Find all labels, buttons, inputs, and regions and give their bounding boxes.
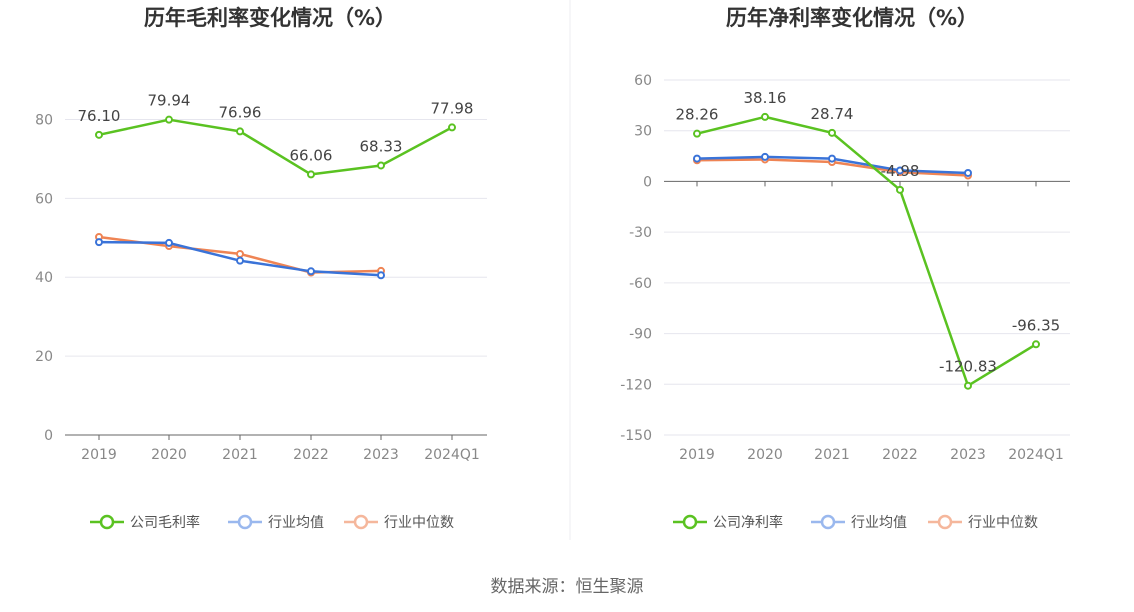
- data-point: [896, 166, 904, 175]
- y-tick-label: 20: [35, 349, 53, 365]
- data-label: -4.98: [881, 162, 920, 180]
- y-tick-label: -90: [629, 327, 652, 343]
- data-point: [377, 271, 385, 280]
- data-point: [377, 161, 385, 170]
- y-tick-label: 0: [643, 174, 652, 190]
- data-point: [307, 267, 315, 276]
- legend-marker: [682, 514, 698, 530]
- legend-marker: [99, 514, 115, 530]
- x-tick-label: 2023: [363, 447, 399, 463]
- y-tick-label: 60: [35, 191, 53, 207]
- x-tick-label: 2020: [747, 447, 783, 463]
- gross-margin-chart: 历年毛利率变化情况（%） 0 20 40 60 80 2019 2020 2021 2022 202…: [35, 6, 487, 531]
- data-label: -96.35: [1012, 316, 1060, 334]
- data-point: [828, 128, 836, 137]
- x-tick-label: 2024Q1: [1008, 447, 1064, 463]
- data-point: [761, 112, 769, 121]
- x-tick-label: 2019: [81, 447, 117, 463]
- x-tick-label: 2020: [151, 447, 187, 463]
- x-tick-label: 2022: [882, 447, 918, 463]
- data-label: 77.98: [431, 99, 474, 117]
- x-tick-label: 2024Q1: [424, 447, 480, 463]
- data-point: [165, 238, 173, 247]
- data-point: [236, 127, 244, 136]
- x-tick-label: 2021: [222, 447, 258, 463]
- y-tick-label: -30: [629, 225, 652, 241]
- source-text: 数据来源：恒生聚源: [491, 577, 644, 597]
- data-point: [693, 129, 701, 138]
- y-tick-label: 30: [634, 124, 652, 140]
- y-tick-label: -60: [629, 276, 652, 292]
- data-point: [964, 168, 972, 177]
- y-tick-label: 60: [634, 73, 652, 89]
- legend-marker: [820, 514, 836, 530]
- legend-marker: [237, 514, 253, 530]
- chart-title: 历年毛利率变化情况（%）: [144, 6, 396, 30]
- data-label: 76.96: [219, 103, 262, 121]
- data-point: [828, 154, 836, 163]
- data-point: [95, 130, 103, 139]
- data-label: -120.83: [939, 358, 997, 376]
- series-line-0: [98, 118, 453, 176]
- data-point: [95, 238, 103, 247]
- data-point: [307, 170, 315, 179]
- y-tick-label: 40: [35, 270, 53, 286]
- legend-label: 行业均值: [268, 515, 324, 531]
- data-label: 38.16: [744, 89, 787, 107]
- data-point: [761, 152, 769, 161]
- data-label: 66.06: [290, 146, 333, 164]
- chart-title: 历年净利率变化情况（%）: [726, 6, 978, 30]
- data-point: [964, 381, 972, 390]
- y-tick-label: 0: [44, 428, 53, 444]
- legend-marker: [937, 514, 953, 530]
- legend-marker: [353, 514, 369, 530]
- data-label: 76.10: [78, 107, 121, 125]
- data-point: [1032, 340, 1040, 349]
- data-point: [236, 256, 244, 265]
- legend-label: 行业中位数: [384, 515, 454, 531]
- y-tick-label: 80: [35, 112, 53, 128]
- data-label: 28.26: [676, 106, 719, 124]
- y-tick-label: -150: [620, 428, 652, 444]
- net-margin-chart: 历年净利率变化情况（%） 60 30 0 -30 -60 -90 -120 -150 2019 20…: [620, 6, 1070, 531]
- legend-label: 公司毛利率: [130, 514, 200, 531]
- x-tick-label: 2022: [293, 447, 329, 463]
- series-line-0: [696, 115, 1037, 387]
- legend-label: 行业均值: [851, 515, 907, 531]
- data-point: [165, 115, 173, 124]
- data-label: 68.33: [360, 137, 403, 155]
- data-label: 28.74: [811, 105, 854, 123]
- x-tick-label: 2023: [950, 447, 986, 463]
- y-tick-label: -120: [620, 377, 652, 393]
- x-tick-label: 2021: [814, 447, 850, 463]
- data-label: 79.94: [148, 92, 191, 110]
- x-tick-label: 2019: [679, 447, 715, 463]
- legend-label: 公司净利率: [713, 514, 783, 531]
- data-point: [448, 123, 456, 132]
- data-point: [896, 185, 904, 194]
- data-point: [693, 154, 701, 163]
- data-point: [236, 249, 244, 258]
- legend-label: 行业中位数: [968, 515, 1038, 531]
